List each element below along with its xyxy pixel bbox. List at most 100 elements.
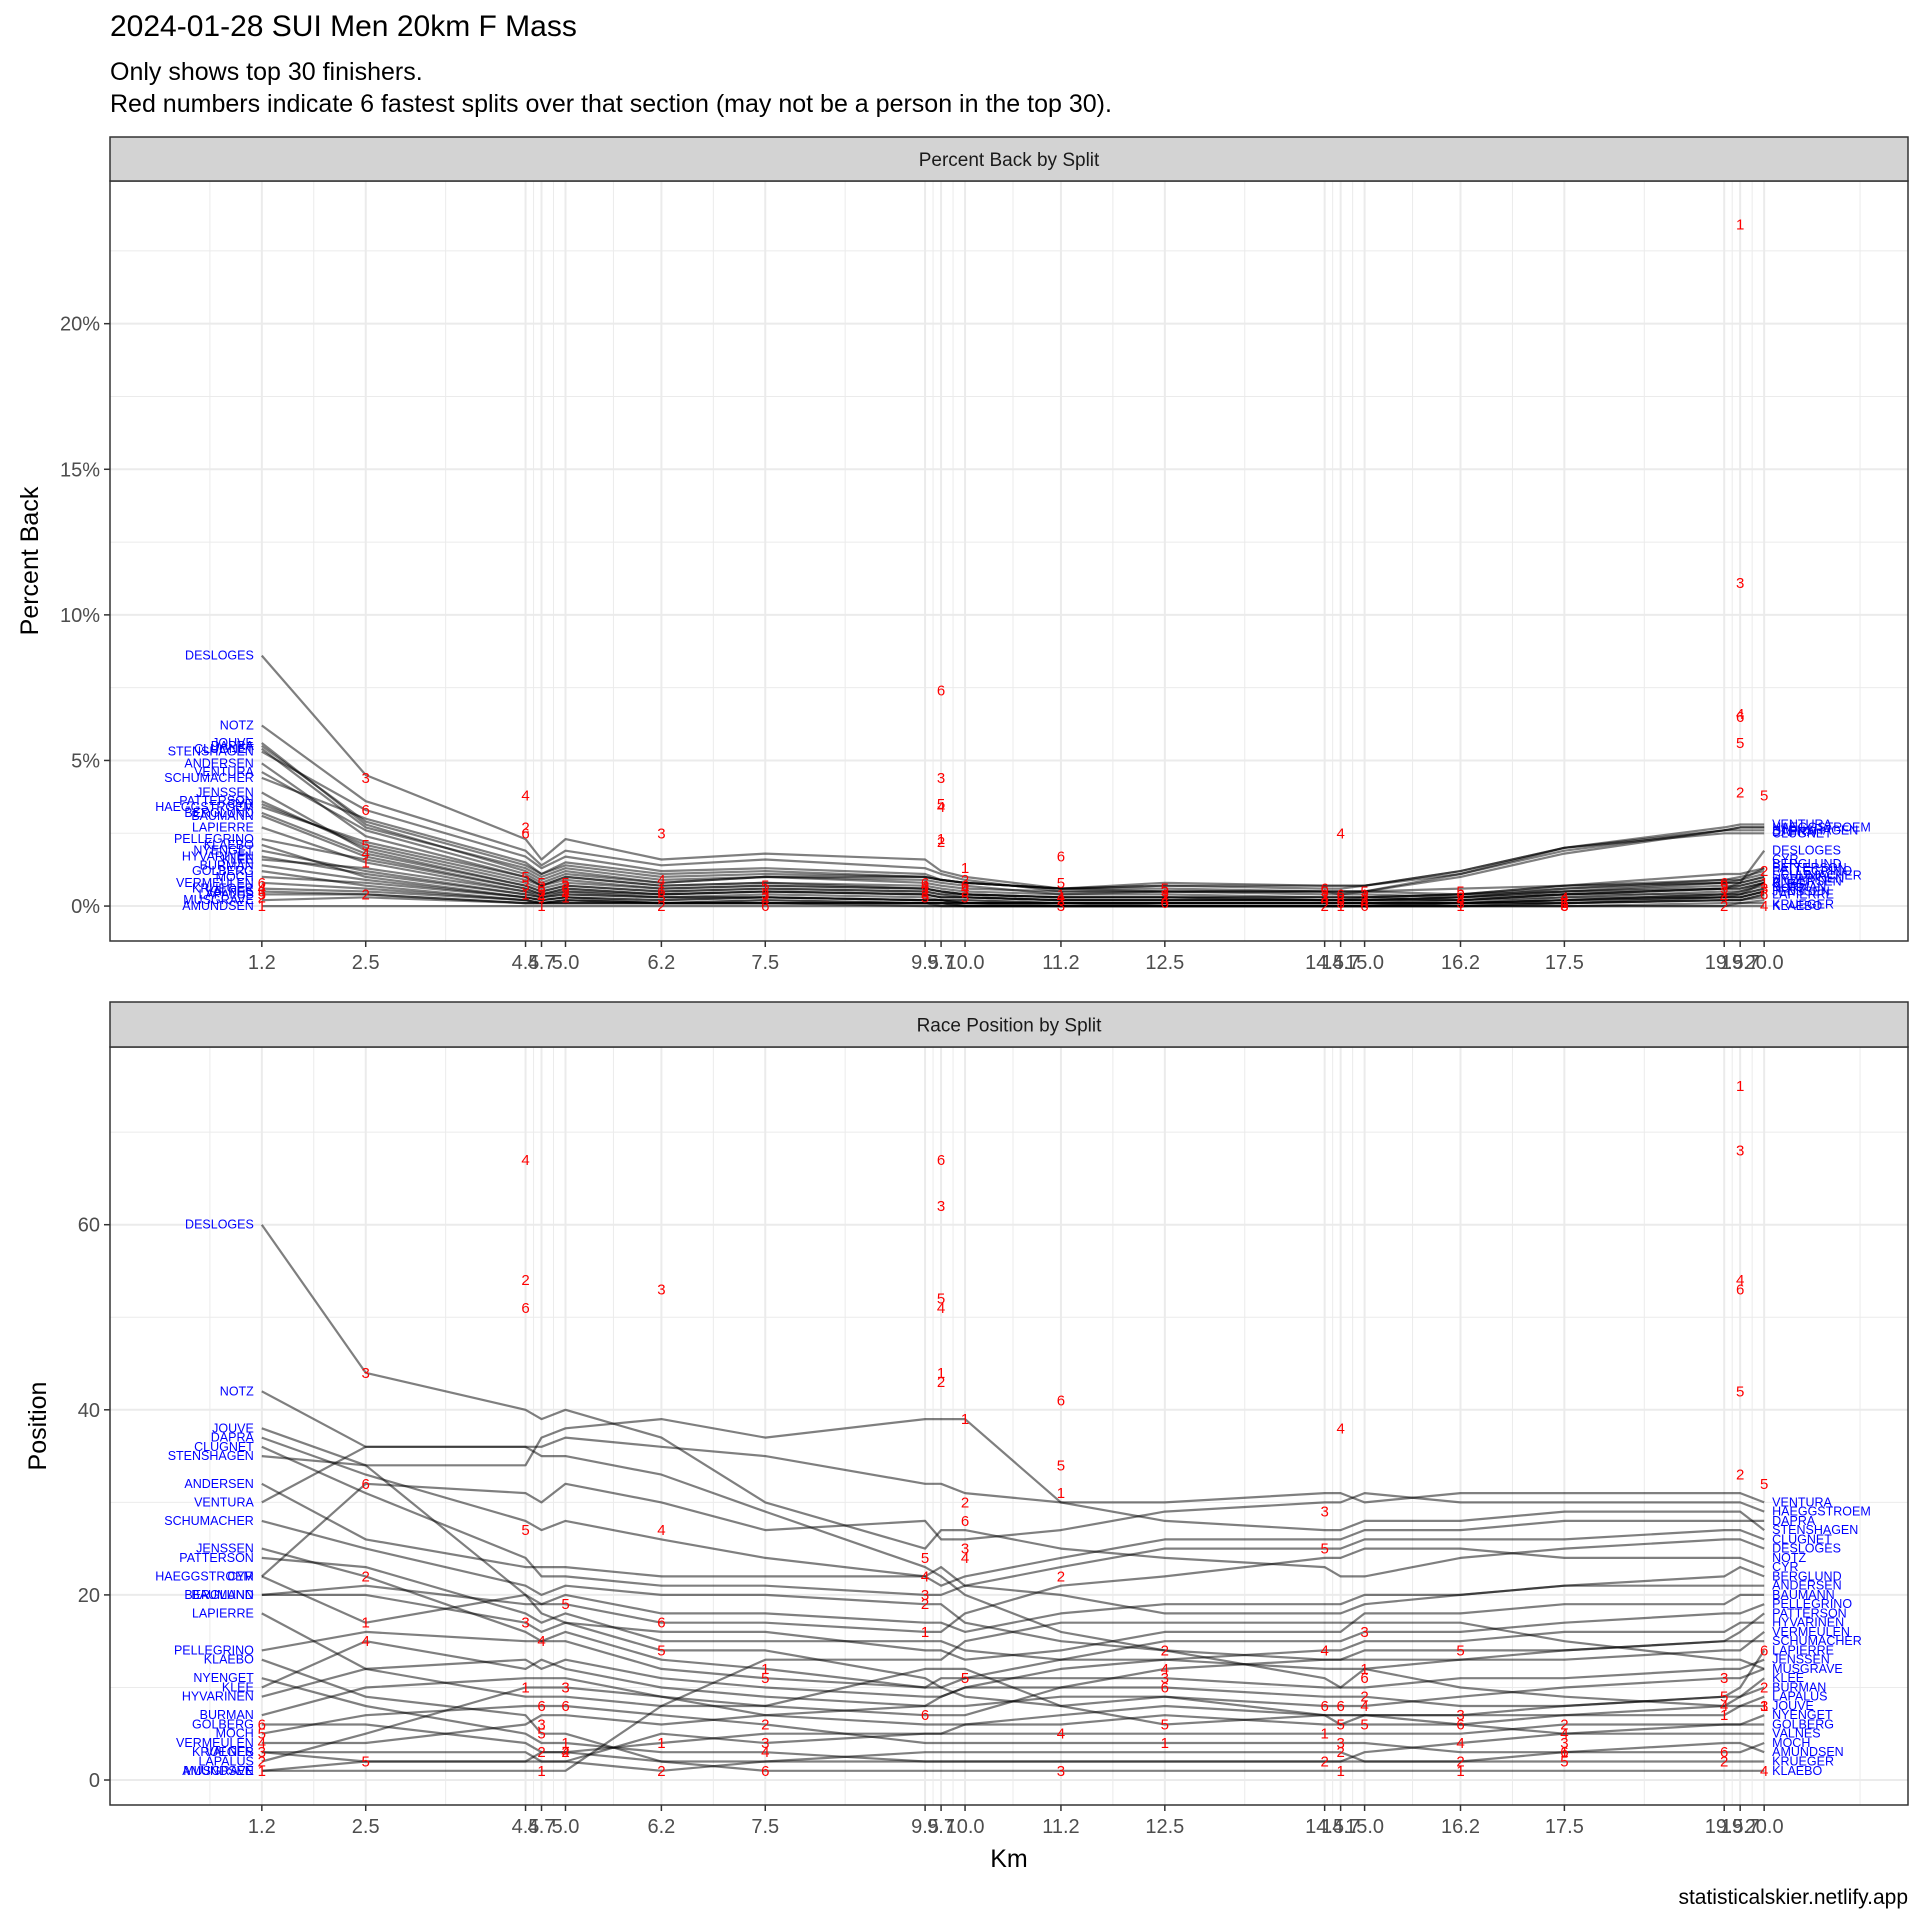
fast-split-rank: 4 xyxy=(921,878,929,895)
fast-split-rank: 1 xyxy=(1336,1763,1344,1780)
fast-split-rank: 1 xyxy=(1760,875,1768,892)
facet-strip-label: Percent Back by Split xyxy=(919,150,1100,171)
athlete-label-finish: JENSSEN xyxy=(1772,884,1830,898)
fast-split-rank: 3 xyxy=(537,883,545,900)
fast-split-rank: 6 xyxy=(1720,875,1728,892)
fast-split-rank: 6 xyxy=(657,1615,665,1632)
athlete-label-finish: MOCH xyxy=(1772,1736,1810,1750)
fast-split-rank: 3 xyxy=(1456,895,1464,912)
athlete-label-start: HYVARINEN xyxy=(182,850,254,864)
panel-background xyxy=(110,181,1908,941)
athlete-label-start: PELLEGRINO xyxy=(174,1643,254,1657)
athlete-label-start: KRUEGER xyxy=(192,882,254,896)
athlete-label-finish: HAEGGSTROEM xyxy=(1772,820,1871,834)
fast-split-rank: 5 xyxy=(657,889,665,906)
athlete-label-finish: KLAEBO xyxy=(1772,899,1822,913)
fast-split-rank: 2 xyxy=(1560,892,1568,909)
fast-split-rank: 3 xyxy=(258,1744,266,1761)
fast-split-rank: 4 xyxy=(1336,825,1344,842)
fast-split-rank: 2 xyxy=(1320,898,1328,915)
fast-split-rank: 6 xyxy=(1760,886,1768,903)
athlete-label-finish: BURMAN xyxy=(1772,880,1826,894)
fast-split-rank: 1 xyxy=(961,860,969,877)
fast-split-rank: 4 xyxy=(761,1744,769,1761)
athlete-label-finish: DESLOGES xyxy=(1772,844,1841,858)
athlete-label-start: CYR xyxy=(227,1569,253,1583)
athlete-label-start: ANDERSEN xyxy=(184,756,253,770)
y-axis-tick-label: 0% xyxy=(71,896,100,918)
x-axis-tick-label: 10.0 xyxy=(946,1816,985,1838)
fast-split-rank: 4 xyxy=(521,787,529,804)
x-axis-tick-label: 5.0 xyxy=(552,1816,580,1838)
athlete-label-start: KLAEBO xyxy=(204,1653,254,1667)
x-axis-tick-label: 9.7 xyxy=(927,1816,955,1838)
fast-split-rank: 4 xyxy=(921,1568,929,1585)
athlete-label-start: SCHUMACHER xyxy=(164,1514,254,1528)
x-axis-tick-label: 14.7 xyxy=(1321,1816,1360,1838)
fast-split-rank: 6 xyxy=(1560,898,1568,915)
athlete-label-finish: KRUEGER xyxy=(1772,898,1834,912)
fast-split-rank: 5 xyxy=(1161,1716,1169,1733)
fast-split-rank: 2 xyxy=(561,1744,569,1761)
fast-split-rank: 2 xyxy=(537,1744,545,1761)
fast-split-rank: 5 xyxy=(521,1522,529,1539)
athlete-label-start: DAPRA xyxy=(211,1431,255,1445)
fast-split-rank: 6 xyxy=(1560,1744,1568,1761)
series-line-notz xyxy=(261,1390,1765,1708)
facet-strip xyxy=(109,1001,1909,1048)
athlete-label-start: NOTZ xyxy=(220,719,254,733)
fast-split-rank: 1 xyxy=(1057,1485,1065,1502)
fast-split-rank: 1 xyxy=(521,1679,529,1696)
fast-split-rank: 5 xyxy=(937,1291,945,1308)
fast-split-rank: 4 xyxy=(521,1152,529,1169)
fast-split-rank: 1 xyxy=(1736,1078,1744,1095)
athlete-label-start: CYR xyxy=(227,797,253,811)
series-line-desloges xyxy=(260,1224,1765,1578)
fast-split-rank: 4 xyxy=(937,799,945,816)
athlete-label-finish: CLUGNET xyxy=(1772,826,1832,840)
fast-split-rank: 4 xyxy=(1736,1272,1744,1289)
fast-split-rank: 5 xyxy=(1720,878,1728,895)
fast-split-rank: 5 xyxy=(258,886,266,903)
x-axis-tick-label: 6.2 xyxy=(647,1816,675,1838)
fast-split-rank: 3 xyxy=(937,770,945,787)
fast-split-rank: 5 xyxy=(1320,883,1328,900)
athlete-label-start: CLUGNET xyxy=(194,742,254,756)
fast-split-rank: 6 xyxy=(1161,1679,1169,1696)
athlete-label-start: AMUNDSEN xyxy=(182,899,254,913)
x-axis-tick-label: 16.2 xyxy=(1441,952,1480,974)
fast-split-rank: 5 xyxy=(1057,1457,1065,1474)
fast-split-rank: 2 xyxy=(1720,898,1728,915)
athlete-label-start: HAEGGSTROEM xyxy=(155,800,254,814)
x-axis-tick-label: 14.7 xyxy=(1321,952,1360,974)
athlete-label-start: BURMAN xyxy=(200,1708,254,1722)
panel-2: DESLOGESNOTZJOUVEDAPRACLUGNETSTENSHAGENA… xyxy=(24,1001,1909,1873)
fast-split-rank: 3 xyxy=(1760,881,1768,898)
y-axis-tick-label: 60 xyxy=(78,1215,100,1237)
fast-split-rank: 4 xyxy=(761,892,769,909)
fast-split-rank: 5 xyxy=(1057,875,1065,892)
fast-split-rank: 3 xyxy=(1161,883,1169,900)
series-line-amundsen xyxy=(261,1741,1765,1772)
athlete-label-finish: ANDERSEN xyxy=(1772,1579,1841,1593)
athlete-label-start: NYENGET xyxy=(193,844,254,858)
fast-split-rank: 6 xyxy=(362,1476,370,1493)
athlete-label-finish: SCHUMACHER xyxy=(1772,1634,1862,1648)
fast-split-rank: 3 xyxy=(561,1679,569,1696)
x-axis-tick-label: 20.0 xyxy=(1745,952,1784,974)
athlete-label-finish: NOTZ xyxy=(1772,882,1806,896)
x-axis-tick-label: 6.2 xyxy=(647,952,675,974)
athlete-label-start: VERMEULEN xyxy=(176,1736,254,1750)
fast-split-rank: 2 xyxy=(1057,892,1065,909)
fast-split-rank: 3 xyxy=(1720,881,1728,898)
athlete-label-start: DESLOGES xyxy=(185,649,254,663)
athlete-label-start: STENSHAGEN xyxy=(168,745,254,759)
x-axis-tick-label: 4.5 xyxy=(512,1816,540,1838)
fast-split-rank: 5 xyxy=(921,1550,929,1567)
y-axis-title: Position xyxy=(24,1382,52,1471)
athlete-label-finish: NOTZ xyxy=(1772,1551,1806,1565)
fast-split-rank: 2 xyxy=(961,1494,969,1511)
x-axis-tick-label: 4.7 xyxy=(528,1816,556,1838)
fast-split-rank: 1 xyxy=(1320,886,1328,903)
fast-split-rank: 3 xyxy=(362,1365,370,1382)
